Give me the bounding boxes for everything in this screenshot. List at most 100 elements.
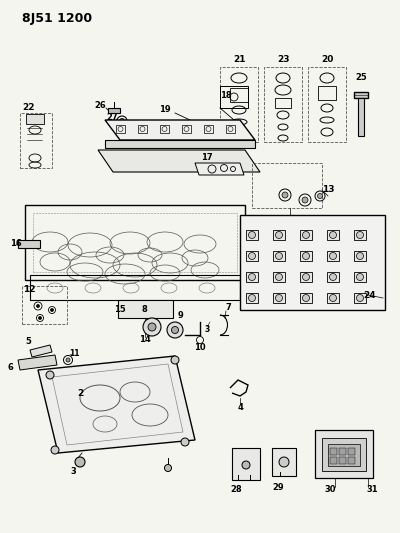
Polygon shape bbox=[195, 163, 244, 175]
Circle shape bbox=[248, 273, 256, 280]
Circle shape bbox=[164, 464, 172, 472]
Circle shape bbox=[167, 322, 183, 338]
Circle shape bbox=[75, 457, 85, 467]
Bar bbox=[118, 300, 173, 318]
Text: 3: 3 bbox=[204, 326, 210, 335]
Text: 29: 29 bbox=[272, 483, 284, 492]
Circle shape bbox=[302, 197, 308, 203]
Bar bbox=[308, 67, 346, 142]
Bar bbox=[273, 272, 285, 282]
Circle shape bbox=[38, 317, 42, 319]
Bar bbox=[339, 457, 346, 464]
Polygon shape bbox=[18, 355, 57, 370]
Circle shape bbox=[279, 457, 289, 467]
Bar bbox=[273, 251, 285, 261]
Circle shape bbox=[248, 253, 256, 260]
Bar bbox=[354, 293, 366, 303]
Circle shape bbox=[171, 356, 179, 364]
Circle shape bbox=[46, 371, 54, 379]
Circle shape bbox=[330, 273, 336, 280]
Bar bbox=[272, 448, 296, 476]
Bar bbox=[300, 272, 312, 282]
Text: 30: 30 bbox=[324, 486, 336, 495]
Text: 12: 12 bbox=[23, 286, 35, 295]
Polygon shape bbox=[105, 140, 255, 148]
Bar bbox=[348, 448, 355, 455]
Text: 4: 4 bbox=[237, 403, 243, 413]
Circle shape bbox=[302, 273, 310, 280]
Text: 17: 17 bbox=[201, 154, 213, 163]
Bar bbox=[322, 438, 366, 471]
Circle shape bbox=[181, 438, 189, 446]
Bar bbox=[300, 230, 312, 240]
Text: 23: 23 bbox=[277, 55, 289, 64]
Text: 28: 28 bbox=[230, 486, 242, 495]
Text: 2: 2 bbox=[77, 389, 83, 398]
Bar bbox=[25, 205, 245, 280]
Bar bbox=[246, 293, 258, 303]
Bar bbox=[116, 125, 125, 133]
Circle shape bbox=[120, 118, 124, 124]
Circle shape bbox=[51, 446, 59, 454]
Circle shape bbox=[356, 231, 364, 238]
Circle shape bbox=[36, 304, 40, 308]
Bar bbox=[220, 67, 258, 142]
Circle shape bbox=[276, 295, 282, 302]
Text: 15: 15 bbox=[114, 305, 126, 314]
Bar bbox=[330, 457, 337, 464]
Circle shape bbox=[282, 192, 288, 198]
Bar bbox=[26, 114, 44, 124]
Circle shape bbox=[276, 273, 282, 280]
Bar bbox=[33, 213, 237, 272]
Text: 19: 19 bbox=[159, 106, 171, 115]
Circle shape bbox=[50, 309, 54, 311]
Bar bbox=[30, 275, 240, 300]
Polygon shape bbox=[38, 356, 195, 453]
Text: 10: 10 bbox=[194, 343, 206, 352]
Text: 25: 25 bbox=[355, 74, 367, 83]
Circle shape bbox=[148, 323, 156, 331]
Polygon shape bbox=[30, 345, 52, 357]
Text: 8: 8 bbox=[141, 305, 147, 314]
Circle shape bbox=[248, 231, 256, 238]
Text: 8J51 1200: 8J51 1200 bbox=[22, 12, 92, 25]
Bar bbox=[20, 113, 52, 168]
Circle shape bbox=[143, 318, 161, 336]
Text: 26: 26 bbox=[94, 101, 106, 109]
Bar bbox=[300, 293, 312, 303]
Bar bbox=[230, 88, 248, 102]
Bar bbox=[246, 272, 258, 282]
Bar bbox=[108, 108, 120, 113]
Bar bbox=[18, 240, 40, 248]
Bar bbox=[246, 230, 258, 240]
Text: 3: 3 bbox=[70, 467, 76, 477]
Circle shape bbox=[318, 193, 322, 198]
Bar bbox=[328, 444, 360, 466]
Bar bbox=[315, 430, 373, 478]
Bar bbox=[327, 251, 339, 261]
Bar bbox=[358, 98, 364, 136]
Circle shape bbox=[302, 253, 310, 260]
Bar bbox=[327, 272, 339, 282]
Text: 31: 31 bbox=[366, 486, 378, 495]
Bar bbox=[330, 448, 337, 455]
Text: 24: 24 bbox=[364, 290, 376, 300]
Circle shape bbox=[276, 253, 282, 260]
Bar bbox=[339, 448, 346, 455]
Circle shape bbox=[330, 253, 336, 260]
Text: 6: 6 bbox=[7, 364, 13, 373]
Bar bbox=[273, 230, 285, 240]
Bar bbox=[327, 230, 339, 240]
Bar bbox=[204, 125, 213, 133]
Text: 9: 9 bbox=[177, 311, 183, 319]
Circle shape bbox=[172, 327, 178, 334]
Text: 11: 11 bbox=[69, 350, 79, 359]
Bar bbox=[264, 67, 302, 142]
Polygon shape bbox=[98, 150, 260, 172]
Bar bbox=[252, 163, 322, 208]
Circle shape bbox=[302, 231, 310, 238]
Bar bbox=[160, 125, 169, 133]
Text: 22: 22 bbox=[22, 102, 34, 111]
Bar bbox=[354, 272, 366, 282]
Bar bbox=[275, 98, 291, 108]
